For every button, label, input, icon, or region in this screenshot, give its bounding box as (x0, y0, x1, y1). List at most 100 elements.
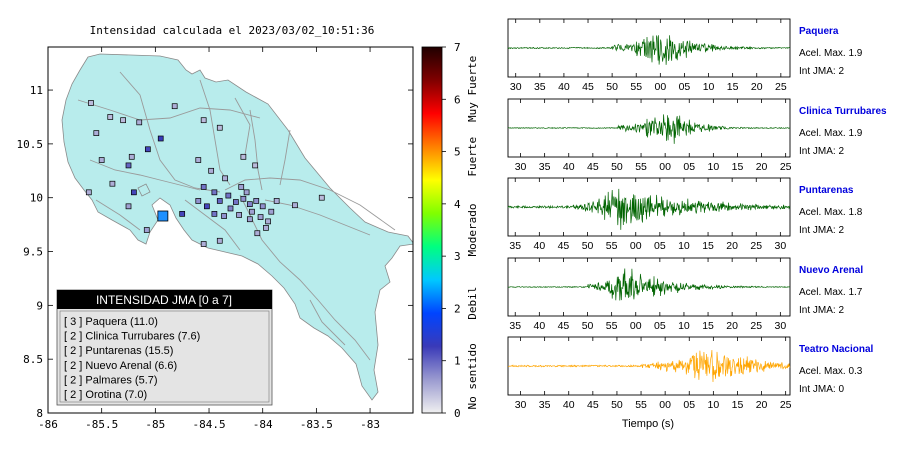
waveform-trace (507, 114, 791, 144)
waveform-tick-label: 45 (587, 399, 599, 411)
legend-title: INTENSIDAD JMA [0 a 7] (96, 293, 232, 307)
station-marker (143, 227, 150, 233)
waveform-tick-label: 55 (635, 161, 647, 173)
station-marker (125, 162, 132, 169)
station-marker (238, 184, 245, 190)
waveform-tick-label: 10 (678, 240, 690, 252)
waveform-tick-label: 40 (558, 81, 570, 93)
map-x-tick-label: -83 (360, 418, 380, 431)
legend-entry: [ 2 ] Orotina (7.0) (64, 389, 147, 401)
waveform-tick-label: 50 (606, 81, 618, 93)
station-marker (253, 198, 260, 204)
station-markers (85, 100, 325, 247)
waveform-tick-label: 25 (750, 240, 762, 252)
waveform-tick-label: 55 (630, 81, 642, 93)
waveform-tick-label: 15 (702, 240, 714, 252)
road-line (199, 79, 231, 186)
waveform-tick-label: 50 (611, 399, 623, 411)
station-marker (254, 230, 261, 237)
map-y-tick-label: 8 (36, 407, 43, 420)
waveform-trace (508, 268, 791, 301)
waveform-tick-label: 25 (750, 320, 762, 332)
intensity-legend: INTENSIDAD JMA [0 a 7] [ 3 ] Paquera (11… (56, 289, 273, 406)
station-marker (171, 103, 178, 110)
station-marker (136, 119, 143, 126)
station-marker (109, 180, 116, 187)
waveform-int-jma: Int JMA: 2 (799, 146, 844, 157)
station-marker (252, 162, 259, 169)
waveform-tick-label: 35 (539, 161, 551, 173)
waveform-acel-max: Acel. Max. 1.8 (799, 207, 863, 218)
station-marker (216, 237, 223, 244)
nicoya-islet (137, 183, 151, 197)
waveform-tick-label: 25 (780, 399, 792, 411)
road-line (249, 109, 263, 191)
waveform-panel: 30 35 40 45 50 55 00 05 10 15 20 25 Teatro Nacional A… (507, 336, 873, 411)
waveform-tick-label: 30 (515, 399, 527, 411)
colorbar-category-label: Moderado (466, 204, 479, 257)
waveform-tick-label: 00 (654, 81, 666, 93)
waveform-tick-label: 50 (582, 240, 594, 252)
waveform-tick-label: 10 (678, 320, 690, 332)
waveform-tick-label: 25 (780, 161, 792, 173)
station-marker (208, 167, 215, 174)
waveform-trace (507, 188, 791, 230)
costa-rica-landmass (61, 53, 413, 401)
waveform-int-jma: Int JMA: 2 (799, 66, 844, 77)
legend-entry: [ 2 ] Palmares (5.7) (64, 374, 158, 386)
waveform-tick-label: 40 (533, 320, 545, 332)
road-line (119, 71, 221, 193)
station-marker (211, 189, 218, 196)
station-marker (221, 213, 227, 219)
waveform-tick-label: 05 (683, 399, 695, 411)
waveform-tick-label: 40 (563, 399, 575, 411)
waveform-xlabel: Tiempo (s) (622, 418, 674, 430)
map-y-tick-label: 10.5 (17, 138, 44, 151)
waveform-tick-label: 20 (751, 81, 763, 93)
waveform-tick-label: 30 (775, 240, 787, 252)
station-marker (246, 201, 253, 208)
station-marker (125, 203, 132, 210)
waveform-tick-label: 15 (727, 81, 739, 93)
intensity-map: Intensidad calculada el 2023/03/02_10:51… (17, 24, 414, 431)
map-x-tick-label: -85 (145, 418, 165, 431)
station-marker (268, 208, 275, 215)
waveform-tick-label: 35 (509, 320, 521, 332)
map-y-tick-label: 8.5 (23, 353, 43, 366)
waveform-tick-label: 55 (606, 240, 618, 252)
road-line (184, 199, 241, 251)
waveform-tick-label: 20 (756, 399, 768, 411)
waveform-tick-label: 15 (732, 161, 744, 173)
waveform-panel: 35 40 45 50 55 00 05 10 15 20 25 30 Puntarenas Acel. … (507, 177, 863, 252)
waveform-tick-label: 20 (726, 320, 738, 332)
waveform-tick-label: 10 (708, 399, 720, 411)
station-marker (240, 195, 247, 202)
road-line (239, 194, 371, 361)
legend-entry: [ 2 ] Clinica Turrubares (7.6) (64, 331, 200, 343)
station-marker (265, 218, 271, 225)
waveform-trace (507, 35, 791, 65)
station-marker (179, 211, 186, 217)
station-marker (107, 114, 114, 120)
station-marker (259, 203, 266, 210)
station-marker (225, 192, 232, 199)
station-marker (200, 184, 207, 190)
station-marker (257, 214, 264, 220)
station-marker (204, 203, 210, 210)
colorbar-category-label: Debil (466, 287, 479, 320)
waveform-int-jma: Int JMA: 0 (799, 384, 844, 395)
road-line (89, 159, 201, 191)
waveform-tick-label: 45 (558, 320, 570, 332)
colorbar-category-label: Muy Fuerte (466, 56, 479, 122)
waveform-tick-label: 15 (702, 320, 714, 332)
waveform-panel: 30 35 40 45 50 55 00 05 10 15 20 25 Paquera Acel. Max… (507, 18, 863, 93)
colorbar-category-label: Fuerte (466, 137, 479, 177)
waveform-tick-label: 30 (775, 320, 787, 332)
map-x-tick-label: -84.5 (192, 418, 225, 431)
station-marker (318, 194, 325, 201)
colorbar-tick-label: 2 (454, 302, 461, 315)
waveform-tick-label: 20 (756, 161, 768, 173)
station-marker (195, 157, 202, 163)
colorbar-tick-label: 4 (454, 198, 461, 211)
